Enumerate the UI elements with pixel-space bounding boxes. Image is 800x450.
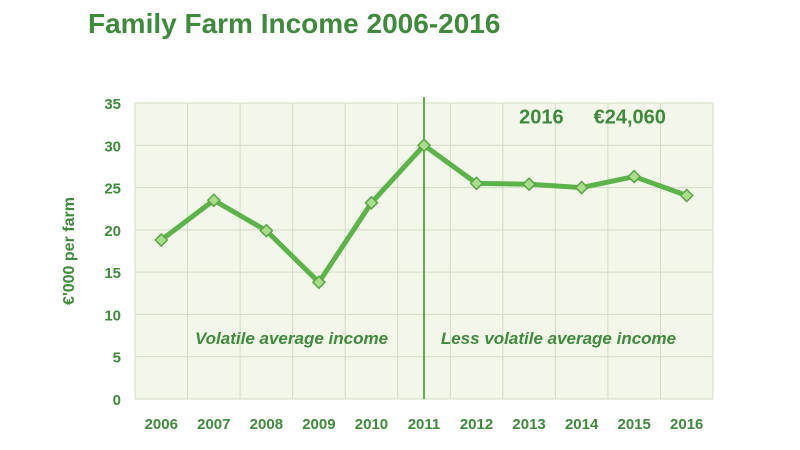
data-point-2006 bbox=[154, 232, 169, 248]
chart-title: Family Farm Income 2006-2016 bbox=[88, 8, 500, 39]
data-point-2013 bbox=[522, 177, 537, 192]
y-tick-label-30: 30 bbox=[104, 138, 121, 155]
y-tick-label-35: 35 bbox=[104, 96, 121, 113]
data-point-2014 bbox=[574, 180, 589, 195]
data-point-2009 bbox=[311, 275, 326, 290]
y-axis-label: €'000 per farm bbox=[61, 197, 78, 305]
x-tick-label-2013: 2013 bbox=[512, 416, 545, 433]
data-point-2016 bbox=[679, 188, 694, 203]
less-volatile-period-label: Less volatile average income bbox=[441, 329, 676, 348]
x-tick-label-2006: 2006 bbox=[145, 416, 178, 433]
x-tick-label-2012: 2012 bbox=[460, 416, 493, 433]
highlight-value: €24,060 bbox=[594, 106, 666, 128]
volatile-period-label: Volatile average income bbox=[195, 329, 388, 348]
x-tick-label-2007: 2007 bbox=[197, 416, 230, 433]
y-tick-label-25: 25 bbox=[104, 181, 121, 198]
x-tick-label-2016: 2016 bbox=[670, 416, 703, 433]
data-point-2010 bbox=[364, 195, 379, 210]
x-tick-label-2014: 2014 bbox=[565, 416, 599, 433]
x-tick-label-2011: 2011 bbox=[408, 416, 441, 433]
series-markers bbox=[154, 138, 694, 290]
data-point-2011 bbox=[416, 138, 432, 153]
data-point-2012 bbox=[469, 176, 484, 191]
y-tick-label-5: 5 bbox=[113, 350, 121, 367]
y-tick-label-15: 15 bbox=[104, 265, 121, 282]
y-axis-ticks: 0 5 10 15 20 25 30 35 bbox=[104, 96, 121, 409]
highlight-year: 2016 bbox=[519, 106, 564, 128]
data-point-2007 bbox=[206, 193, 221, 208]
x-tick-label-2008: 2008 bbox=[250, 416, 283, 433]
gridlines bbox=[134, 102, 714, 400]
y-tick-label-20: 20 bbox=[104, 223, 121, 240]
x-tick-label-2015: 2015 bbox=[617, 416, 650, 433]
data-point-2008 bbox=[259, 223, 274, 238]
y-tick-label-10: 10 bbox=[104, 307, 121, 324]
x-tick-label-2010: 2010 bbox=[355, 416, 388, 433]
x-tick-label-2009: 2009 bbox=[302, 416, 335, 433]
data-point-2015 bbox=[627, 169, 642, 184]
y-tick-label-0: 0 bbox=[113, 392, 121, 409]
x-axis-ticks: 2006 2007 2008 2009 2010 2011 2012 2013 2014 2015… bbox=[145, 416, 704, 433]
